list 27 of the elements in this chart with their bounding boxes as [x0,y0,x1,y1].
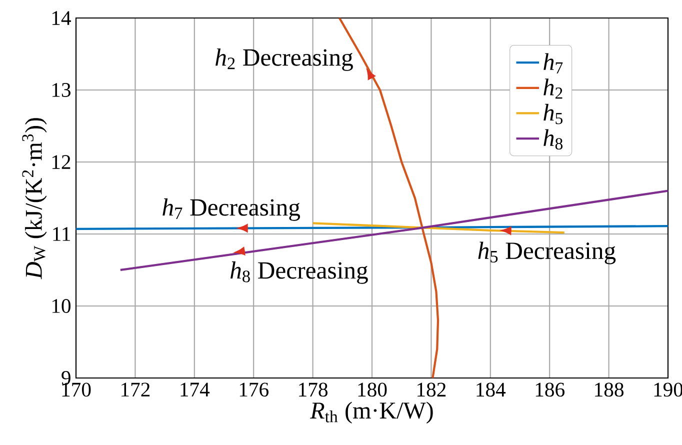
annotation: h$_{8}$ Decreasing [230,261,368,284]
y-tick-label: 13 [52,83,70,97]
annotation: h$_{5}$ Decreasing [478,242,616,264]
y-tick-label: 11 [53,227,70,241]
y-tick-label: 9 [62,371,70,385]
legend-label: h$_{5}$ [544,104,562,124]
x-axis-title: R$_{th}$ (m·K/W) [310,402,433,424]
annotation: h$_{7}$ Decreasing [162,198,300,221]
x-tick-label: 174 [180,382,210,396]
x-tick-label: 172 [122,382,150,396]
x-tick-label: 182 [418,382,446,397]
x-tick-label: 170 [62,382,91,397]
x-tick-label: 188 [595,382,624,397]
x-tick-label: 176 [240,382,268,397]
y-tick-label: 10 [52,299,70,313]
legend-label: h$_{2}$ [544,78,562,99]
line-series [312,222,566,234]
y-axis-title: D$_{W}$ (kJ/(K$^{2}$·m$^{3}$)) [22,118,47,280]
y-tick-label: 12 [52,155,70,169]
x-tick-label: 178 [299,382,328,397]
legend-label: h$_{8}$ [544,129,563,150]
x-tick-label: 184 [476,382,506,397]
y-tick-label: 14 [52,11,71,25]
annotation: h$_{2}$ Decreasing [216,48,353,71]
legend-label: h$_{7}$ [544,53,563,74]
x-tick-label: 180 [358,382,387,397]
x-tick-label: 186 [536,382,564,397]
